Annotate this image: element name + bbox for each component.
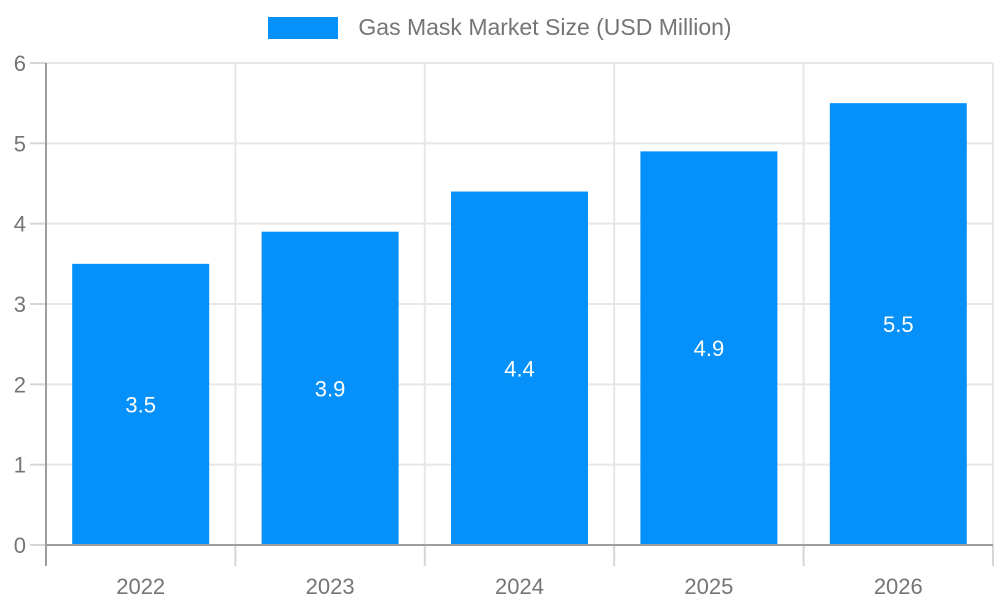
bar-value-label-2024: 4.4 (504, 356, 535, 381)
y-axis-label-1: 1 (14, 453, 26, 478)
bar-value-label-2026: 5.5 (883, 312, 914, 337)
legend-swatch (268, 16, 339, 39)
x-axis-label-2024: 2024 (495, 574, 544, 599)
y-axis-label-3: 3 (14, 292, 26, 317)
bar-2025[interactable] (640, 151, 778, 545)
bar-value-label-2023: 3.9 (315, 376, 346, 401)
x-axis-label-2025: 2025 (684, 574, 733, 599)
bar-value-label-2022: 3.5 (125, 392, 156, 417)
bar-value-label-2025: 4.9 (694, 336, 725, 361)
legend: Gas Mask Market Size (USD Million) (0, 14, 1000, 41)
legend-item[interactable]: Gas Mask Market Size (USD Million) (268, 14, 732, 41)
y-axis-label-2: 2 (14, 372, 26, 397)
y-axis-label-6: 6 (14, 51, 26, 76)
y-axis-label-5: 5 (14, 131, 26, 156)
x-axis-label-2023: 2023 (306, 574, 355, 599)
bar-2023[interactable] (261, 231, 399, 545)
legend-label: Gas Mask Market Size (USD Million) (358, 14, 732, 40)
x-axis-label-2026: 2026 (874, 574, 923, 599)
bar-2026[interactable] (829, 103, 967, 546)
bar-2022[interactable] (72, 263, 210, 545)
x-axis-label-2022: 2022 (116, 574, 165, 599)
y-axis-label-4: 4 (14, 212, 26, 237)
bar-2024[interactable] (451, 191, 588, 546)
y-axis-label-0: 0 (14, 533, 26, 558)
